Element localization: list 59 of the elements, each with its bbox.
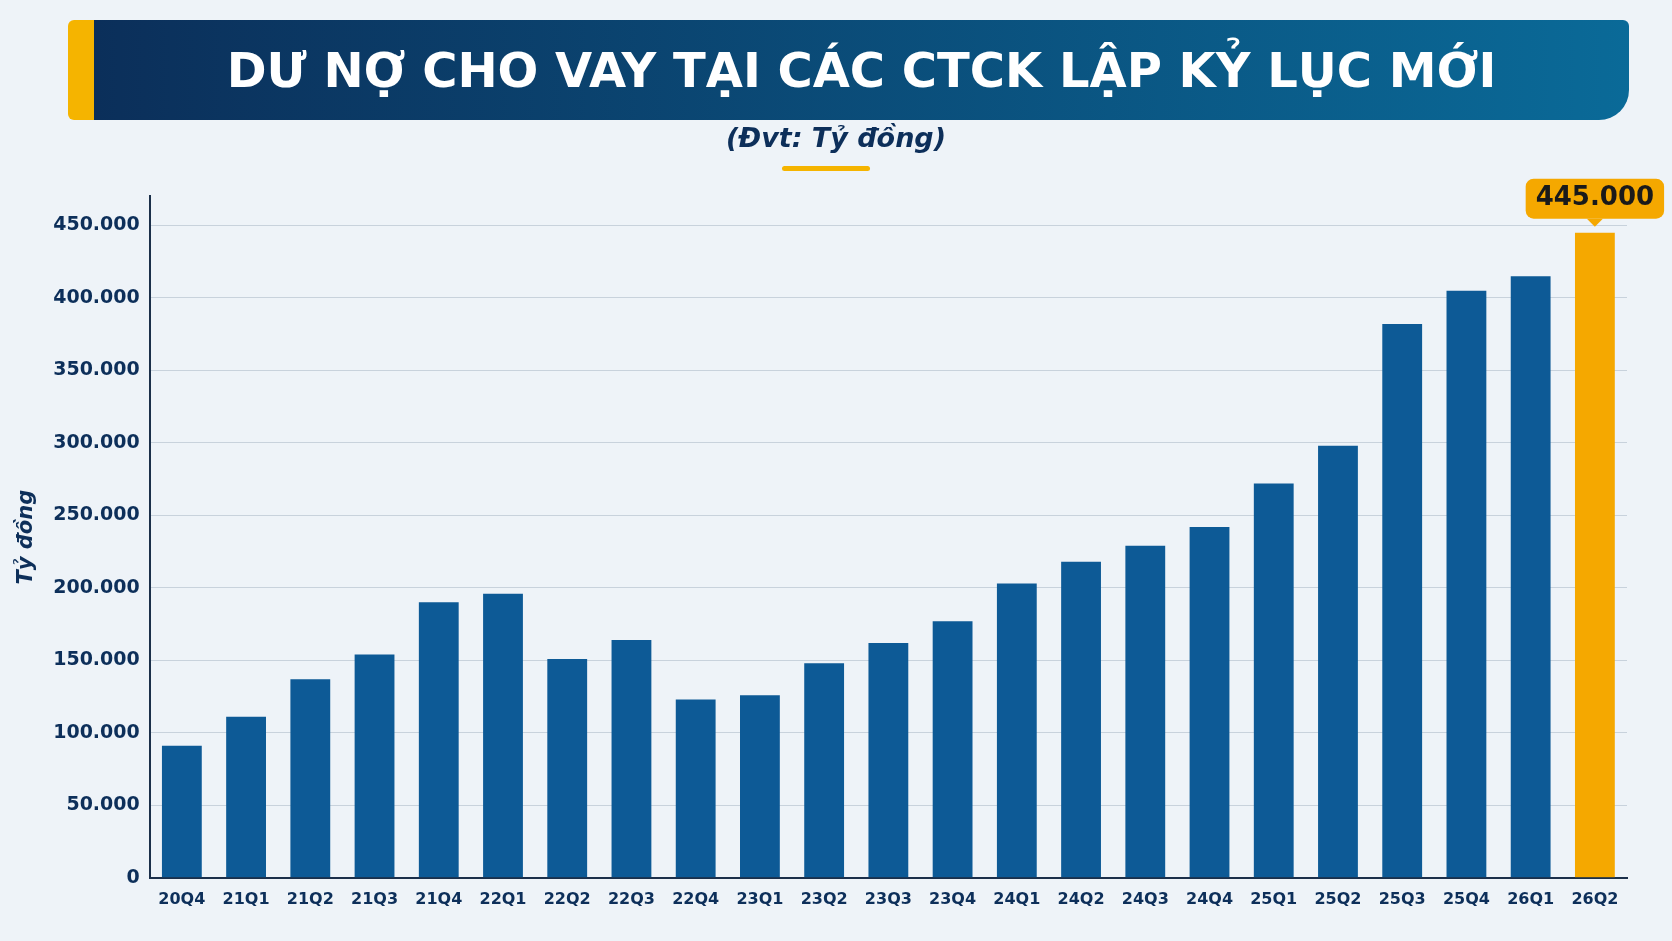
bar <box>804 663 845 878</box>
bar <box>1446 290 1487 878</box>
y-tick-label: 50.000 <box>66 792 140 815</box>
x-tick-label: 26Q2 <box>1571 888 1619 908</box>
x-tick-label: 25Q2 <box>1314 888 1362 908</box>
x-tick-label: 25Q1 <box>1250 888 1298 908</box>
x-tick-label: 21Q2 <box>286 888 334 908</box>
bar <box>675 699 716 878</box>
x-tick-label: 25Q3 <box>1378 888 1426 908</box>
y-tick-label: 400.000 <box>53 284 140 307</box>
bar <box>1318 445 1358 878</box>
bar <box>161 745 202 878</box>
bar <box>740 695 780 878</box>
bar <box>354 654 395 878</box>
x-tick-label: 22Q4 <box>672 888 720 908</box>
x-tick-label: 25Q4 <box>1442 888 1490 908</box>
chart-subtitle: (Đvt: Tỷ đồng) <box>724 122 948 153</box>
bar <box>1253 483 1294 878</box>
bar <box>547 658 588 878</box>
bar <box>611 640 652 878</box>
x-tick-label: 23Q4 <box>929 888 977 908</box>
x-tick-label: 21Q4 <box>415 888 463 908</box>
bar <box>932 621 973 878</box>
bar <box>1574 232 1615 878</box>
y-tick-label: 200.000 <box>53 574 140 597</box>
x-tick-label: 23Q3 <box>864 888 912 908</box>
y-tick-label: 150.000 <box>53 647 140 670</box>
x-tick-label: 20Q4 <box>158 888 206 908</box>
x-tick-label: 23Q2 <box>800 888 848 908</box>
y-tick-label: 450.000 <box>53 212 140 235</box>
x-tick-label: 24Q2 <box>1057 888 1105 908</box>
bar <box>996 583 1037 878</box>
bar <box>1382 323 1423 878</box>
bar <box>290 679 331 878</box>
x-tick-label: 21Q1 <box>222 888 270 908</box>
x-tick-label: 21Q3 <box>351 888 399 908</box>
bar <box>868 642 909 878</box>
y-tick-label: 300.000 <box>53 429 140 452</box>
bar <box>1510 276 1551 878</box>
x-tick-label: 26Q1 <box>1507 888 1555 908</box>
bar <box>418 602 459 878</box>
x-tick-label: 24Q1 <box>993 888 1041 908</box>
y-tick-label: 350.000 <box>53 357 140 380</box>
bar <box>1061 561 1101 878</box>
x-tick-label: 24Q3 <box>1121 888 1169 908</box>
x-tick-label: 24Q4 <box>1186 888 1234 908</box>
y-tick-label: 250.000 <box>53 502 140 525</box>
x-tick-label: 22Q1 <box>479 888 527 908</box>
y-tick-label: 100.000 <box>53 719 140 742</box>
bar <box>1125 545 1166 878</box>
x-tick-label: 23Q1 <box>736 888 784 908</box>
bar <box>1189 526 1230 878</box>
bar <box>226 716 266 878</box>
y-axis-title: Tỷ đồng <box>13 489 38 585</box>
y-tick-label: 0 <box>126 864 140 887</box>
x-tick-label: 22Q2 <box>543 888 591 908</box>
x-tick-label: 22Q3 <box>607 888 655 908</box>
data-label: 445.000 <box>1535 181 1655 212</box>
bar <box>483 593 523 878</box>
